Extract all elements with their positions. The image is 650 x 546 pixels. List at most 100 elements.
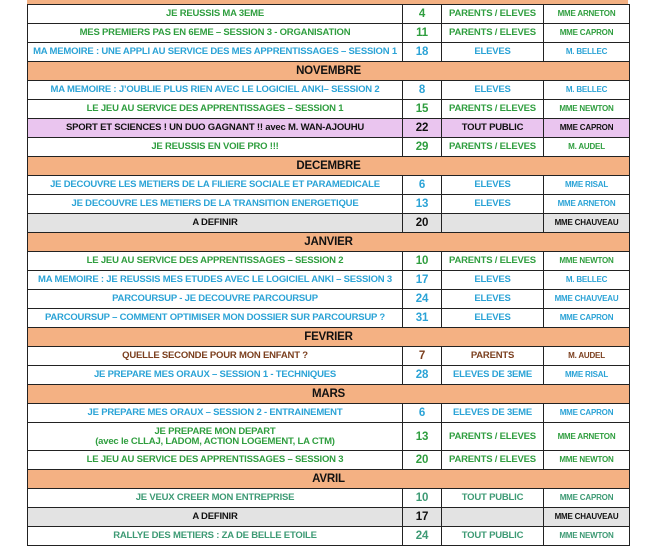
event-date: 4 [402,4,442,24]
table-row: MES PREMIERS PAS EN 6EME – SESSION 3 - O… [27,23,630,43]
month-label: AVRIL [27,469,630,489]
table-row: JE PREPARE MES ORAUX – SESSION 2 - ENTRA… [27,403,630,423]
event-title: PARCOURSUP – COMMENT OPTIMISER MON DOSSI… [27,308,403,328]
event-date: 10 [402,488,442,508]
event-audience: ELEVES [441,270,544,290]
month-label: JANVIER [27,232,630,252]
event-date: 18 [402,42,442,62]
event-date: 15 [402,99,442,119]
event-title: MA MEMOIRE : JE REUSSIS MES ETUDES AVEC … [27,270,403,290]
event-audience: ELEVES [441,289,544,309]
event-audience: PARENTS [441,346,544,366]
event-teacher: M. BELLEC [543,42,630,62]
month-label: NOVEMBRE [27,61,630,81]
schedule-table: JE REUSSIS MA 3EME 4 PARENTS / ELEVES MME A… [27,4,630,546]
event-title: LE JEU AU SERVICE DES APPRENTISSAGES – S… [27,251,403,271]
event-audience [441,213,544,233]
event-title: JE PREPARE MES ORAUX – SESSION 1 - TECHN… [27,365,403,385]
table-row: JE PREPARE MON DEPART (avec le CLLAJ, LAD… [27,422,630,451]
table-row: JE DECOUVRE LES METIERS DE LA TRANSITION… [27,194,630,214]
event-teacher: MME NEWTON [543,251,630,271]
table-row: JE PREPARE MES ORAUX – SESSION 1 - TECHN… [27,365,630,385]
event-audience: ELEVES [441,175,544,195]
event-audience: PARENTS / ELEVES [441,99,544,119]
event-title: MA MEMOIRE : UNE APPLI AU SERVICE DES ME… [27,42,403,62]
table-row: JE VEUX CREER MON ENTREPRISE 10 TOUT PUBLI… [27,488,630,508]
table-row: MA MEMOIRE : J’OUBLIE PLUS RIEN AVEC LE … [27,80,630,100]
event-date: 24 [402,289,442,309]
month-header: JANVIER [27,232,630,252]
event-teacher: MME CHAUVEAU [543,289,630,309]
table-row: MA MEMOIRE : JE REUSSIS MES ETUDES AVEC … [27,270,630,290]
table-row: JE DECOUVRE LES METIERS DE LA FILIERE SO… [27,175,630,195]
event-teacher: MME CAPRON [543,308,630,328]
event-audience: ELEVES DE 3EME [441,403,544,423]
event-title-sub: (avec le CLLAJ, LADOM, ACTION LOGEMENT, … [95,435,335,447]
event-teacher: MME CAPRON [543,23,630,43]
event-teacher: MME CAPRON [543,403,630,423]
event-date: 20 [402,450,442,470]
event-teacher: MME CAPRON [543,118,630,138]
table-row: JE REUSSIS MA 3EME 4 PARENTS / ELEVES MME A… [27,4,630,24]
event-date: 8 [402,80,442,100]
event-audience: ELEVES [441,194,544,214]
event-title: JE PREPARE MON DEPART (avec le CLLAJ, LAD… [27,422,403,451]
event-date: 11 [402,23,442,43]
event-date: 6 [402,175,442,195]
event-teacher: M. AUDEL [543,346,630,366]
event-teacher: MME RISAL [543,175,630,195]
event-audience: TOUT PUBLIC [441,118,544,138]
event-title: JE REUSSIS MA 3EME [27,4,403,24]
event-date: 29 [402,137,442,157]
month-header: AVRIL [27,469,630,489]
event-title-main: JE PREPARE MON DEPART [154,425,276,437]
event-date: 10 [402,251,442,271]
event-date: 6 [402,403,442,423]
event-audience: ELEVES [441,80,544,100]
table-row: SPORT ET SCIENCES ! UN DUO GAGNANT !! av… [27,118,630,138]
event-title: JE DECOUVRE LES METIERS DE LA FILIERE SO… [27,175,403,195]
table-row: LE JEU AU SERVICE DES APPRENTISSAGES – S… [27,450,630,470]
table-row: PARCOURSUP - JE DECOUVRE PARCOURSUP 24 ELE… [27,289,630,309]
event-audience: PARENTS / ELEVES [441,23,544,43]
event-title: JE VEUX CREER MON ENTREPRISE [27,488,403,508]
event-audience: ELEVES [441,42,544,62]
event-audience: PARENTS / ELEVES [441,422,544,451]
table-row: A DEFINIR 17 MME CHAUVEAU [27,507,630,527]
event-audience: ELEVES DE 3EME [441,365,544,385]
month-label: FEVRIER [27,327,630,347]
event-audience: PARENTS / ELEVES [441,137,544,157]
month-header: NOVEMBRE [27,61,630,81]
event-teacher: MME RISAL [543,365,630,385]
table-row: MA MEMOIRE : UNE APPLI AU SERVICE DES ME… [27,42,630,62]
event-date: 31 [402,308,442,328]
event-title: MES PREMIERS PAS EN 6EME – SESSION 3 - O… [27,23,403,43]
event-title: MA MEMOIRE : J’OUBLIE PLUS RIEN AVEC LE … [27,80,403,100]
event-date: 7 [402,346,442,366]
table-row: LE JEU AU SERVICE DES APPRENTISSAGES – S… [27,99,630,119]
event-teacher: M. BELLEC [543,270,630,290]
event-title: RALLYE DES METIERS : ZA DE BELLE ETOILE [27,526,403,546]
table-row: PARCOURSUP – COMMENT OPTIMISER MON DOSSI… [27,308,630,328]
event-title: LE JEU AU SERVICE DES APPRENTISSAGES – S… [27,99,403,119]
event-title: PARCOURSUP - JE DECOUVRE PARCOURSUP [27,289,403,309]
event-audience [441,507,544,527]
event-date: 13 [402,422,442,451]
event-teacher: MME ARNETON [543,4,630,24]
table-row: LE JEU AU SERVICE DES APPRENTISSAGES – S… [27,251,630,271]
month-label: DECEMBRE [27,156,630,176]
event-teacher: MME CHAUVEAU [543,507,630,527]
event-teacher: MME ARNETON [543,194,630,214]
event-teacher: MME CHAUVEAU [543,213,630,233]
event-date: 13 [402,194,442,214]
event-title: JE REUSSIS EN VOIE PRO !!! [27,137,403,157]
month-header: DECEMBRE [27,156,630,176]
event-teacher: M. AUDEL [543,137,630,157]
event-title: JE DECOUVRE LES METIERS DE LA TRANSITION… [27,194,403,214]
event-title: SPORT ET SCIENCES ! UN DUO GAGNANT !! av… [27,118,403,138]
event-title: A DEFINIR [27,213,403,233]
event-audience: PARENTS / ELEVES [441,450,544,470]
month-header: MARS [27,384,630,404]
event-audience: ELEVES [441,308,544,328]
event-title: A DEFINIR [27,507,403,527]
